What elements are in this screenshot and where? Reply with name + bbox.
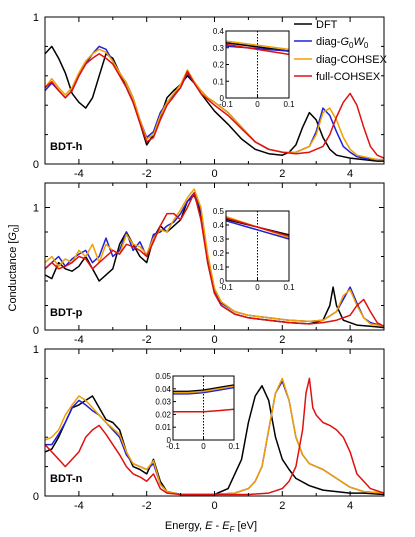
inset-y-tick-label: 0	[220, 94, 225, 103]
inset-y-tick-label: 0.02	[155, 410, 171, 419]
panel-label: BDT-p	[50, 307, 83, 319]
x-tick-label: -2	[142, 334, 152, 346]
inset-x-tick-label: 0.1	[228, 442, 240, 451]
x-tick-label: 4	[347, 168, 353, 180]
x-tick-label: -4	[74, 334, 84, 346]
inset-y-tick-label: 0.3	[213, 44, 225, 53]
panel-label: BDT-n	[50, 473, 83, 485]
inset-y-tick-label: 0.03	[155, 398, 171, 407]
inset-series-line-full-cohsex	[225, 43, 290, 56]
y-tick-label: 1	[33, 203, 39, 215]
series-line-full-cohsex	[45, 192, 384, 327]
y-tick-label: 0	[33, 159, 39, 171]
x-axis-title: Energy, E - EF [eV]	[165, 520, 257, 534]
y-tick-label: 1	[33, 344, 39, 356]
inset-x-tick-label: 0.1	[283, 283, 295, 292]
inset-x-tick-label: 0	[255, 100, 260, 109]
inset-y-tick-label: 0	[167, 436, 172, 445]
series-line-diag-cohsex	[45, 48, 384, 161]
inset-x-tick-label: -0.1	[219, 100, 233, 109]
inset-series-line-diag-g0w0	[225, 220, 290, 240]
x-tick-label: -4	[74, 168, 84, 180]
inset-y-tick-label: 0.2	[213, 249, 225, 258]
x-tick-label: 2	[279, 168, 285, 180]
inset-y-tick-label: 0.05	[155, 372, 171, 381]
legend-label-diag-cohsex: diag-COHSEX	[316, 54, 388, 66]
inset-series-line-diag-g0w0	[173, 386, 235, 395]
series-line-dft	[45, 45, 384, 162]
x-tick-label: 0	[211, 500, 217, 512]
series-line-full-cohsex	[45, 53, 384, 159]
series-group	[45, 188, 384, 329]
panel-label: BDT-h	[50, 141, 83, 153]
y-tick-label: 0	[33, 325, 39, 337]
inset-x-tick-label: -0.1	[219, 283, 233, 292]
inset-y-tick-label: 0.3	[213, 235, 225, 244]
inset-y-tick-label: 0.4	[213, 221, 225, 230]
inset-series-line-diag-cohsex	[173, 385, 235, 394]
x-tick-label: 2	[279, 334, 285, 346]
inset-x-tick-label: 0	[255, 283, 260, 292]
inset-y-tick-label: 0.4	[213, 27, 225, 36]
inset-x-tick-label: 0.1	[283, 100, 295, 109]
legend-label-full-cohsex: full-COHSEX	[316, 71, 381, 83]
x-tick-label: 2	[279, 500, 285, 512]
x-tick-label: -2	[142, 168, 152, 180]
inset-series-line-full-cohsex	[225, 217, 290, 237]
inset-y-tick-label: 0.5	[213, 207, 225, 216]
inset-y-tick-label: 0.1	[213, 77, 225, 86]
x-tick-label: 0	[211, 168, 217, 180]
inset-y-tick-label: 0.01	[155, 423, 171, 432]
y-axis-title: Conductance [G0]	[7, 224, 21, 311]
inset-bdt-h: -0.1 0 0.100.10.20.30.4	[213, 27, 295, 109]
inset-series-line-diag-cohsex	[225, 40, 290, 51]
inset-x-tick-label: -0.1	[166, 442, 180, 451]
x-tick-label: 4	[347, 500, 353, 512]
y-tick-label: 0	[33, 491, 39, 503]
inset-series-line-diag-g0w0	[225, 45, 290, 52]
inset-series-line-dft	[173, 384, 235, 393]
inset-y-tick-label: 0.2	[213, 61, 225, 70]
inset-series-line-full-cohsex	[173, 408, 235, 413]
x-tick-label: -2	[142, 500, 152, 512]
legend: DFT diag-G0W0 diag-COHSEX full-COHSEX	[294, 19, 388, 83]
y-tick-label: 1	[33, 12, 39, 24]
x-tick-label: 0	[211, 334, 217, 346]
inset-y-tick-label: 0	[220, 277, 225, 286]
inset-y-tick-label: 0.04	[155, 385, 171, 394]
inset-y-tick-label: 0.1	[213, 263, 225, 272]
legend-label-g0w0: diag-G0W0	[316, 36, 369, 50]
legend-label-dft: DFT	[316, 19, 338, 31]
x-tick-label: 4	[347, 334, 353, 346]
inset-x-tick-label: 0	[201, 442, 206, 451]
inset-bdt-n: -0.1 0 0.100.010.020.030.040.05	[155, 372, 240, 451]
series-group	[45, 45, 384, 162]
x-tick-label: -4	[74, 500, 84, 512]
series-line-diag-cohsex	[45, 188, 384, 328]
inset-bdt-p: -0.1 0 0.100.10.20.30.40.5	[213, 207, 295, 292]
